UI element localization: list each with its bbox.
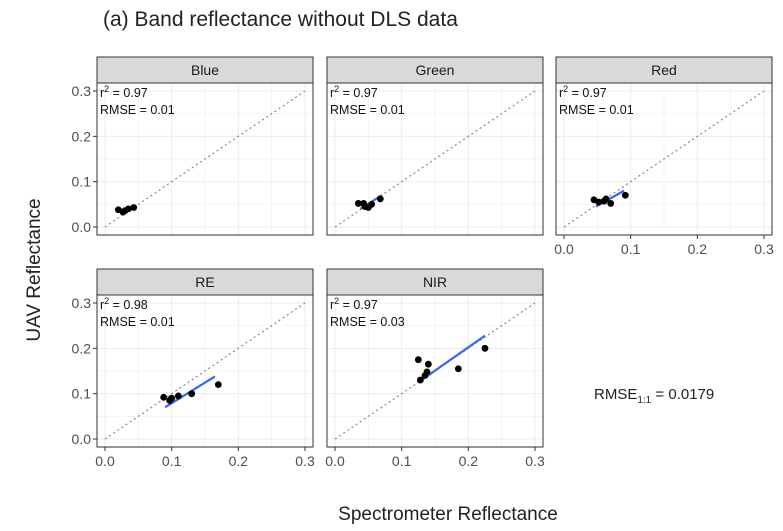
rmse-annotation: RMSE = 0.01 xyxy=(559,103,634,117)
overall-rmse-annotation: RMSE1:1 = 0.0179 xyxy=(594,386,714,406)
facet-strip-label: Green xyxy=(416,62,455,78)
x-tick-label: 0.1 xyxy=(392,453,412,469)
x-tick-label: 0.0 xyxy=(325,453,345,469)
facet-strip-label: NIR xyxy=(423,274,447,290)
x-tick-label: 0.3 xyxy=(295,453,315,469)
x-tick-label: 0.2 xyxy=(229,453,249,469)
rmse-annotation: RMSE = 0.01 xyxy=(100,103,175,117)
x-tick-label: 0.2 xyxy=(459,453,479,469)
facet-panel-green: Green r2 = 0.97 RMSE = 0.01 xyxy=(326,56,544,236)
x-tick-label: 0.1 xyxy=(621,241,641,257)
y-tick-label: 0.2 xyxy=(72,340,92,356)
x-tick-label: 0.3 xyxy=(525,453,545,469)
y-axis-title: UAV Reflectance xyxy=(24,198,45,341)
x-tick-label: 0.0 xyxy=(554,241,574,257)
facet-strip xyxy=(96,268,314,296)
figure-title: (a) Band reflectance without DLS data xyxy=(103,8,458,31)
data-point xyxy=(602,195,610,203)
facet-panel-blue: Blue r2 = 0.97 RMSE = 0.01 0.0 0.1 0.2 0.3 xyxy=(72,56,314,236)
x-tick-label: 0.3 xyxy=(754,241,774,257)
rmse-annotation: RMSE = 0.03 xyxy=(330,315,405,329)
facet-strip xyxy=(96,56,314,84)
x-tick-label: 0.2 xyxy=(688,241,708,257)
x-tick-label: 0.1 xyxy=(162,453,182,469)
facet-panel-nir: NIR r2 = 0.97 RMSE = 0.03 0.0 0.1 0.2 0.3 xyxy=(325,268,545,469)
overall-rmse-value: = 0.0179 xyxy=(655,386,715,403)
data-point xyxy=(595,198,603,206)
rmse-annotation: RMSE = 0.01 xyxy=(330,103,405,117)
facet-strip xyxy=(326,56,544,84)
y-tick-label: 0.0 xyxy=(72,431,92,447)
data-point xyxy=(416,376,424,384)
facet-panel-re: RE r2 = 0.98 RMSE = 0.01 0.0 0.1 0.2 0.3 0.0 0.1… xyxy=(72,268,315,469)
data-point xyxy=(424,360,432,368)
r-squared-annotation: r2 = 0.97 xyxy=(559,84,607,100)
data-point xyxy=(354,200,362,207)
y-tick-label: 0.0 xyxy=(72,219,92,235)
y-tick-label: 0.1 xyxy=(72,386,92,402)
data-point xyxy=(160,393,168,401)
r-squared-annotation: r2 = 0.97 xyxy=(330,84,378,100)
r-squared-annotation: r2 = 0.98 xyxy=(100,296,148,312)
facet-strip-label: RE xyxy=(195,274,214,290)
facet-strip-label: Blue xyxy=(191,62,219,78)
fit-line xyxy=(417,334,486,384)
x-axis-title: Spectrometer Reflectance xyxy=(338,504,558,525)
data-point xyxy=(168,394,176,402)
data-point xyxy=(621,191,629,199)
data-point xyxy=(414,356,422,364)
data-point xyxy=(607,200,615,207)
data-point xyxy=(188,390,196,398)
y-tick-label: 0.2 xyxy=(72,128,92,144)
data-point xyxy=(423,368,431,376)
rmse-annotation: RMSE = 0.01 xyxy=(100,315,175,329)
x-tick-label: 0.0 xyxy=(95,453,115,469)
data-point xyxy=(454,365,462,373)
data-point xyxy=(124,205,132,213)
r-squared-annotation: r2 = 0.97 xyxy=(100,84,148,100)
overall-rmse-label: RMSE xyxy=(594,386,638,403)
data-point xyxy=(368,200,376,208)
data-point xyxy=(376,195,384,203)
y-tick-label: 0.1 xyxy=(72,174,92,190)
overall-rmse-subscript: 1:1 xyxy=(637,395,652,406)
y-tick-label: 0.3 xyxy=(72,83,92,99)
data-point xyxy=(214,381,222,388)
y-tick-label: 0.3 xyxy=(72,295,92,311)
data-point xyxy=(481,344,489,352)
identity-line xyxy=(104,302,306,440)
identity-line xyxy=(104,90,306,228)
facet-strip xyxy=(326,268,544,296)
facet-strip-label: Red xyxy=(651,62,677,78)
r-squared-annotation: r2 = 0.97 xyxy=(330,296,378,312)
data-point xyxy=(130,204,138,211)
facet-strip xyxy=(555,56,773,84)
facet-panel-red: Red r2 = 0.97 RMSE = 0.01 0.0 0.1 0.2 0.3 xyxy=(554,56,774,257)
data-point xyxy=(174,392,182,400)
